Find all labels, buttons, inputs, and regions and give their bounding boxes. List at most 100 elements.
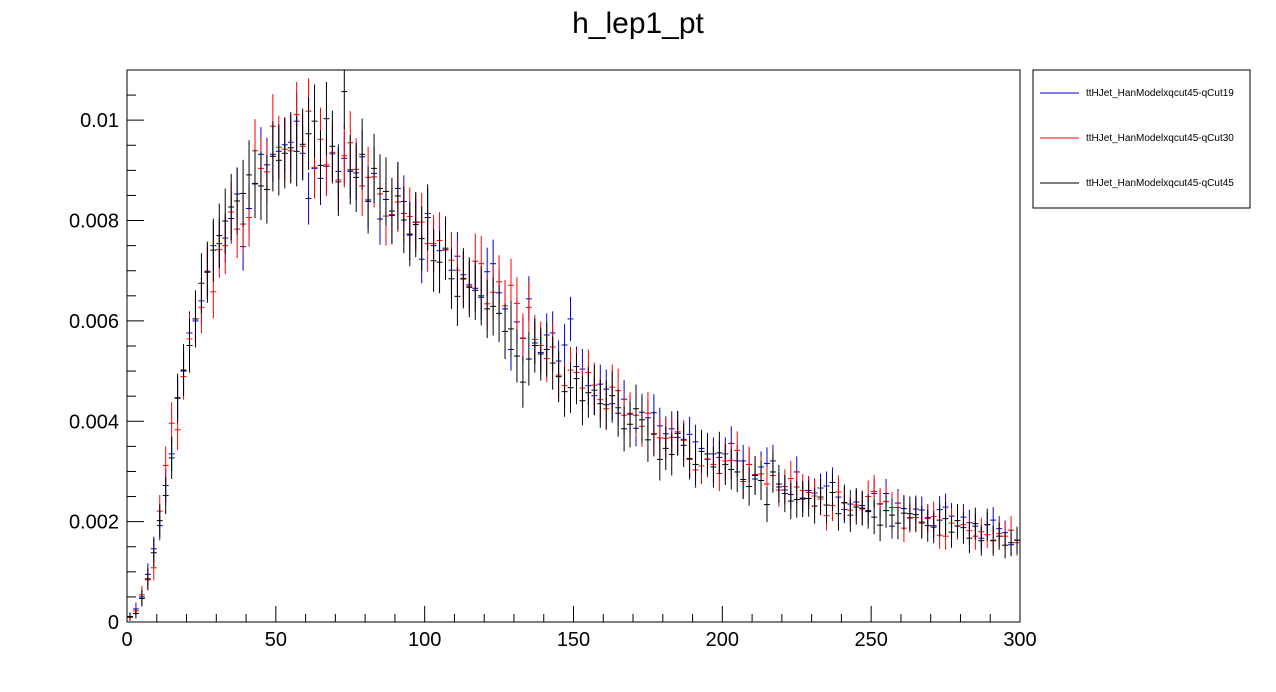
data-point [311,84,318,158]
data-point [615,389,622,437]
data-point [948,516,955,548]
data-point [960,511,967,544]
x-tick-label: 0 [121,629,132,651]
data-point [263,155,270,224]
data-point [918,505,925,539]
data-point [877,509,884,542]
data-point [984,508,991,541]
legend-label: ttHJet_HanModelxqcut45-qCut30 [1086,133,1234,144]
data-point [793,481,800,518]
data-point [198,253,205,314]
data-point [478,266,485,326]
data-point [894,507,901,540]
data-point [936,503,943,537]
data-point [1008,529,1015,556]
data-point [448,248,455,309]
data-point [621,406,628,452]
data-point [579,376,586,426]
legend-entry: ttHJet_HanModelxqcut45-qCut45 [1040,178,1234,189]
data-point [466,257,473,318]
data-point [567,296,574,341]
data-point [585,367,592,418]
data-point [758,460,765,501]
data-point [192,290,199,348]
data-point [424,184,431,251]
data-point [722,443,729,486]
data-point [692,443,699,486]
data-point [418,206,425,271]
data-point [472,260,479,320]
x-tick-label: 100 [408,629,441,651]
data-point [823,487,830,523]
data-point [627,401,634,448]
data-point [240,159,247,228]
data-point [519,356,526,408]
data-point [740,459,747,500]
data-point [752,455,759,496]
data-point [662,426,669,470]
data-point [484,279,491,338]
data-point [519,313,526,363]
data-point [972,507,979,540]
data-point [365,166,372,234]
data-point [460,248,467,309]
data-point [734,451,741,493]
chart-title: h_lep1_pt [572,7,704,40]
data-point [252,149,258,219]
data-point [335,147,342,217]
data-point [234,167,241,235]
data-point [978,525,985,556]
data-point [508,300,514,358]
data-point [406,201,413,267]
data-point [674,410,681,456]
data-point [353,142,360,213]
data-point [305,97,312,170]
y-tick-label: 0 [108,612,119,634]
data-point [781,474,788,513]
data-point [502,303,509,360]
data-point [394,162,401,230]
data-point [954,504,961,538]
data-point [299,108,306,180]
data-point [746,467,753,506]
data-point [150,538,157,567]
axes-layer: 0 50 100 150 200 250 300 0 0.002 0.004 0.006 0.008 0… [69,69,1037,651]
data-point [305,172,312,225]
legend-label: ttHJet_HanModelxqcut45-qCut19 [1086,88,1234,99]
data-point [644,417,651,462]
data-point [496,284,503,342]
data-point [871,500,878,535]
data-point [942,502,949,536]
data-point [686,437,693,480]
y-tick-label: 0.008 [69,211,119,233]
data-point [436,231,443,294]
data-point [859,490,866,526]
data-point [549,336,556,390]
data-point [210,218,217,282]
data-point [1002,532,1009,559]
data-point [138,590,145,607]
data-point [525,332,532,386]
x-tick-label: 200 [706,629,739,651]
data-point [531,318,538,373]
data-point [257,151,264,221]
x-tick-label: 250 [854,629,887,651]
data-point [359,118,366,190]
y-tick-label: 0.002 [69,512,119,534]
data-point [853,489,860,525]
plot-frame [126,69,1021,623]
data-point [787,482,794,520]
data-point [329,110,336,182]
legend-entry: ttHJet_HanModelxqcut45-qCut19 [1040,88,1234,99]
data-point [924,509,931,542]
data-point [269,121,276,192]
data-point [341,70,348,130]
data-point [275,125,282,196]
data-point [567,362,574,413]
data-point [180,343,187,397]
data-point [400,186,407,254]
data-point [377,154,383,223]
data-point [710,446,717,488]
data-point [966,523,973,554]
